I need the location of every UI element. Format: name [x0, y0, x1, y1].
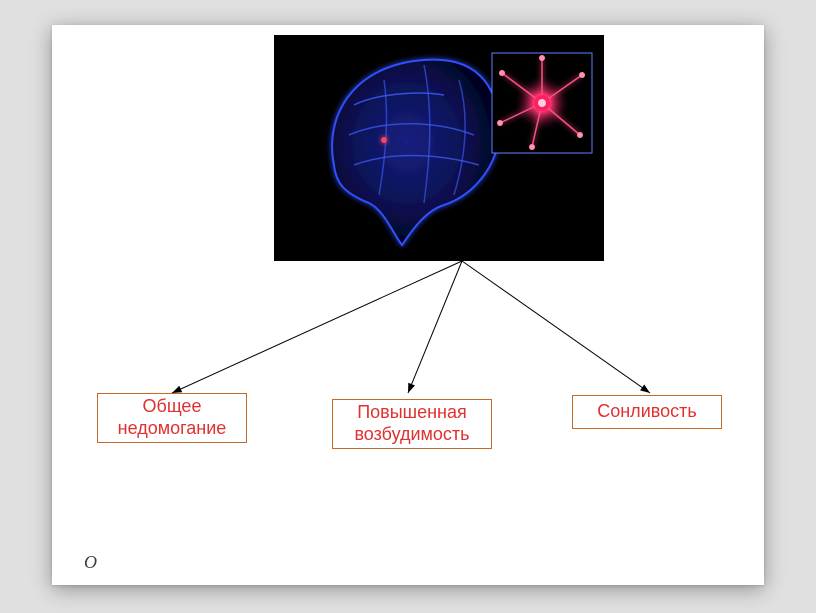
node-label-line: Сонливость — [597, 401, 697, 423]
node-label-line: Общее — [118, 396, 227, 418]
brain-image — [274, 35, 604, 261]
node-sleepiness: Сонливость — [572, 395, 722, 429]
node-label-line: возбудимость — [354, 424, 469, 446]
bullet-icon: O — [84, 552, 97, 573]
node-label-line: Повышенная — [354, 402, 469, 424]
node-label-line: недомогание — [118, 418, 227, 440]
node-excitability: Повышеннаявозбудимость — [332, 399, 492, 449]
brain-svg — [274, 35, 604, 261]
slide: Общеенедомогание Повышеннаявозбудимость Со… — [52, 25, 764, 585]
node-malaise: Общеенедомогание — [97, 393, 247, 443]
